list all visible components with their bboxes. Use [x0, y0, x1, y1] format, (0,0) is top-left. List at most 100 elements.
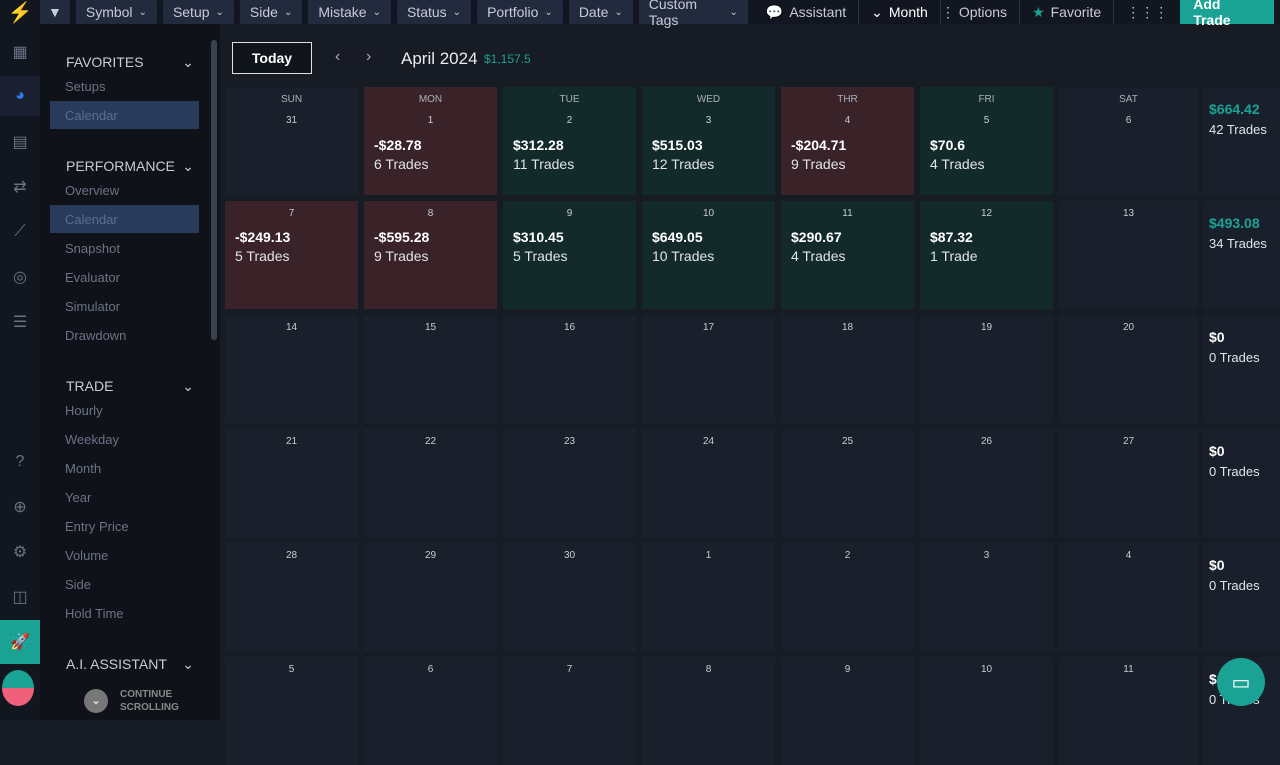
calendar-day[interactable]: MON 1 -$28.78 6 Trades [364, 87, 497, 195]
calendar-day[interactable]: 20 [1059, 315, 1198, 423]
calendar-day[interactable]: 21 [225, 429, 358, 537]
calendar-day[interactable]: THR 4 -$204.71 9 Trades [781, 87, 914, 195]
sidebar-item-calendar[interactable]: Calendar [50, 205, 199, 233]
sidebar-item-evaluator[interactable]: Evaluator [65, 269, 120, 285]
calendar-day[interactable]: 17 [642, 315, 775, 423]
sidebar-item-setups[interactable]: Setups [65, 78, 106, 94]
filter-mistake[interactable]: Mistake ⌄ [308, 0, 391, 24]
filter-icon[interactable]: ▼ [40, 0, 70, 24]
sidebar-item-simulator[interactable]: Simulator [65, 298, 120, 314]
sidebar-item-entry-price[interactable]: Entry Price [65, 518, 129, 534]
calendar-day[interactable]: 30 [503, 543, 636, 651]
calendar-day[interactable]: 19 [920, 315, 1053, 423]
filter-date[interactable]: Date ⌄ [568, 0, 633, 24]
calendar-day[interactable]: 14 [225, 315, 358, 423]
day-trade-count: 4 Trades [930, 156, 985, 172]
continue-scrolling[interactable]: ⌄ CONTINUE SCROLLING [84, 688, 180, 714]
sidebar-item-calendar[interactable]: Calendar [50, 101, 199, 129]
sidebar-section-trade[interactable]: TRADE ⌄ [66, 378, 194, 395]
calendar-day[interactable]: SUN 31 [225, 87, 358, 195]
sidebar-item-weekday[interactable]: Weekday [65, 431, 119, 447]
options-button[interactable]: ⋮ Options [941, 0, 1021, 24]
journal-icon[interactable]: ▤ [12, 134, 28, 151]
calendar-day[interactable]: 5 [225, 657, 358, 765]
sidebar-item-hold-time[interactable]: Hold Time [65, 605, 124, 621]
calendar-day[interactable]: 9 $310.45 5 Trades [503, 201, 636, 309]
sliders-icon[interactable]: ☰ [12, 314, 28, 331]
calendar-day[interactable]: 25 [781, 429, 914, 537]
next-month-button[interactable]: › [366, 48, 372, 65]
day-trade-count: 6 Trades [374, 156, 429, 172]
sidebar-section-favorites[interactable]: FAVORITES ⌄ [66, 54, 194, 71]
apps-grid-icon[interactable]: ⋮⋮⋮ [1126, 3, 1169, 20]
target-icon[interactable]: ◎ [13, 269, 27, 286]
sidebar-item-snapshot[interactable]: Snapshot [65, 240, 120, 256]
sidebar-item-volume[interactable]: Volume [65, 547, 109, 563]
calendar-day[interactable]: 29 [364, 543, 497, 651]
calendar-day[interactable]: 12 $87.32 1 Trade [920, 201, 1053, 309]
calendar-day[interactable]: 27 [1059, 429, 1198, 537]
add-icon[interactable]: ⊕ [13, 499, 27, 516]
calendar-day[interactable]: TUE 2 $312.28 11 Trades [503, 87, 636, 195]
rocket-icon[interactable]: 🚀 [0, 620, 40, 664]
calendar-day[interactable]: FRI 5 $70.6 4 Trades [920, 87, 1053, 195]
calendar-day[interactable]: 18 [781, 315, 914, 423]
calendar-day[interactable]: 3 [920, 543, 1053, 651]
filter-symbol[interactable]: Symbol ⌄ [75, 0, 157, 24]
today-button[interactable]: Today [232, 42, 312, 74]
assistant-button[interactable]: 💬 Assistant [754, 0, 860, 24]
sidebar-item-overview[interactable]: Overview [65, 182, 120, 198]
month-view-button[interactable]: ⌄ Month [859, 0, 941, 24]
sidebar-item-drawdown[interactable]: Drawdown [65, 327, 127, 343]
help-icon[interactable]: ? [15, 453, 25, 470]
layout-icon[interactable]: ◫ [12, 589, 28, 606]
sidebar-item-year[interactable]: Year [65, 489, 92, 505]
filter-status[interactable]: Status ⌄ [396, 0, 472, 24]
calendar-day[interactable]: 28 [225, 543, 358, 651]
calendar-day[interactable]: SAT 6 [1059, 87, 1198, 195]
calendar-day[interactable]: 11 [1059, 657, 1198, 765]
calendar-day[interactable]: 24 [642, 429, 775, 537]
calendar-day[interactable]: 9 [781, 657, 914, 765]
chat-support-button[interactable]: ▭ [1217, 658, 1265, 706]
filter-side[interactable]: Side ⌄ [239, 0, 303, 24]
calendar-day[interactable]: 13 [1059, 201, 1198, 309]
calendar-day[interactable]: 4 [1059, 543, 1198, 651]
settings-icon[interactable]: ⚙ [12, 544, 28, 561]
sidebar-item-side[interactable]: Side [65, 576, 92, 592]
calendar-day[interactable]: 23 [503, 429, 636, 537]
calendar-day[interactable]: 15 [364, 315, 497, 423]
reports-icon[interactable]: ◕ [0, 76, 40, 116]
calendar-day[interactable]: 26 [920, 429, 1053, 537]
prev-month-button[interactable]: ‹ [335, 48, 341, 65]
calendar-day[interactable]: 16 [503, 315, 636, 423]
sidebar-scrollbar[interactable] [211, 40, 217, 340]
filter-portfolio[interactable]: Portfolio ⌄ [477, 0, 563, 24]
chart-icon[interactable]: ⟋ [14, 223, 26, 240]
dashboard-icon[interactable]: ▦ [12, 44, 28, 61]
sidebar-item-hourly[interactable]: Hourly [65, 402, 103, 418]
calendar-day[interactable]: 7 [503, 657, 636, 765]
calendar-day[interactable]: 7 -$249.13 5 Trades [225, 201, 358, 309]
sidebar-item-month[interactable]: Month [65, 460, 102, 476]
calendar-day[interactable]: 8 -$595.28 9 Trades [364, 201, 497, 309]
calendar-day[interactable]: WED 3 $515.03 12 Trades [642, 87, 775, 195]
calendar-day[interactable]: 8 [642, 657, 775, 765]
add-trade-button[interactable]: Add Trade [1180, 0, 1274, 28]
calendar-day[interactable]: 6 [364, 657, 497, 765]
calendar-day[interactable]: 10 $649.05 10 Trades [642, 201, 775, 309]
filter-setup[interactable]: Setup ⌄ [162, 0, 234, 24]
trades-icon[interactable]: ⇄ [13, 179, 27, 196]
calendar-day[interactable]: 1 [642, 543, 775, 651]
section-title: A.I. ASSISTANT [66, 656, 167, 672]
avatar[interactable] [2, 670, 34, 706]
favorite-button[interactable]: ★ Favorite [1020, 0, 1115, 24]
calendar-day[interactable]: 11 $290.67 4 Trades [781, 201, 914, 309]
calendar-day[interactable]: 2 [781, 543, 914, 651]
calendar-day[interactable]: 22 [364, 429, 497, 537]
day-number: 20 [1122, 322, 1135, 333]
sidebar-section-a-i-assistant[interactable]: A.I. ASSISTANT ⌄ [66, 656, 194, 673]
calendar-day[interactable]: 10 [920, 657, 1053, 765]
sidebar-section-performance[interactable]: PERFORMANCE ⌄ [66, 158, 194, 175]
filter-custom-tags[interactable]: Custom Tags ⌄ [638, 0, 748, 28]
